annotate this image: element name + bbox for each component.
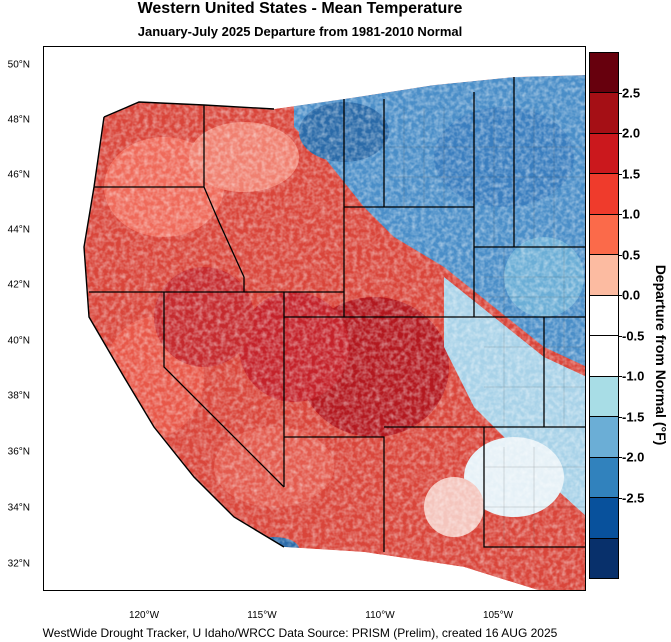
colorbar-cell xyxy=(590,336,618,377)
colorbar-tick-mark xyxy=(618,497,622,499)
colorbar-cell xyxy=(590,538,618,579)
colorbar-tick-label: 2.5 xyxy=(622,85,641,101)
lat-label-38n: 38°N xyxy=(7,390,30,402)
colorbar-cell xyxy=(590,417,618,458)
colorbar-tick-mark xyxy=(618,133,622,135)
colorbar xyxy=(589,52,619,579)
map-title: Western United States - Mean Temperature xyxy=(137,0,463,17)
colorbar-tick-label: -1.5 xyxy=(622,409,645,425)
colorbar-tick-label: -1.0 xyxy=(622,368,645,384)
colorbar-tick-label: -2.0 xyxy=(622,449,645,465)
lat-label-44n: 44°N xyxy=(7,224,30,236)
temperature-departure-map xyxy=(43,46,586,591)
colorbar-tick-mark xyxy=(618,295,622,297)
lat-label-50n: 50°N xyxy=(7,59,30,71)
lon-label-110w: 110°W xyxy=(365,610,395,621)
colorbar-title: Departure from Normal (°F) xyxy=(651,225,671,485)
colorbar-cell xyxy=(590,376,618,418)
colorbar-cell xyxy=(590,214,618,256)
colorbar-tick-mark xyxy=(618,173,622,175)
colorbar-tick-label: 0.0 xyxy=(622,287,641,303)
colorbar-tick-mark xyxy=(618,92,622,94)
colorbar-cell xyxy=(590,255,618,296)
lon-label-115w: 115°W xyxy=(247,610,277,621)
lat-label-46n: 46°N xyxy=(7,169,30,181)
colorbar-tick-label: -2.5 xyxy=(622,490,645,506)
colorbar-cell xyxy=(590,174,618,215)
colorbar-cell xyxy=(590,295,618,337)
colorbar-cell xyxy=(590,93,618,134)
state-borders xyxy=(89,77,585,552)
lat-label-48n: 48°N xyxy=(7,114,30,126)
colorbar-tick-mark xyxy=(618,335,622,337)
colorbar-cell xyxy=(590,498,618,539)
ocean-area xyxy=(44,47,585,590)
lat-label-36n: 36°N xyxy=(7,446,30,458)
lat-label-40n: 40°N xyxy=(7,335,30,347)
lon-label-105w: 105°W xyxy=(482,610,514,621)
lat-label-32n: 32°N xyxy=(7,558,30,570)
county-lines xyxy=(384,107,585,547)
colorbar-tick-mark xyxy=(618,214,622,216)
colorbar-cell xyxy=(590,133,618,175)
lat-label-34n: 34°N xyxy=(7,502,30,514)
coastline xyxy=(83,101,285,548)
colorbar-tick-mark xyxy=(618,457,622,459)
colorbar-tick-label: 0.5 xyxy=(622,247,641,263)
colorbar-tick-mark xyxy=(618,254,622,256)
colorbar-tick-label: -0.5 xyxy=(622,328,645,344)
map-canvas xyxy=(44,47,585,590)
colorbar-title-text: Departure from Normal (°F) xyxy=(653,264,669,446)
colorbar-tick-label: 1.5 xyxy=(622,166,641,182)
colorbar-cell xyxy=(590,53,618,94)
colorbar-tick-mark xyxy=(618,416,622,418)
footer-credit: WestWide Drought Tracker, U Idaho/WRCC D… xyxy=(42,626,558,640)
lat-label-42n: 42°N xyxy=(7,279,30,291)
map-subtitle: January-July 2025 Departure from 1981-20… xyxy=(137,24,463,39)
colorbar-tick-label: 1.0 xyxy=(622,206,641,222)
lon-label-120w: 120°W xyxy=(128,610,160,621)
colorbar-tick-mark xyxy=(618,376,622,378)
colorbar-tick-label: 2.0 xyxy=(622,125,641,141)
colorbar-cell xyxy=(590,457,618,499)
